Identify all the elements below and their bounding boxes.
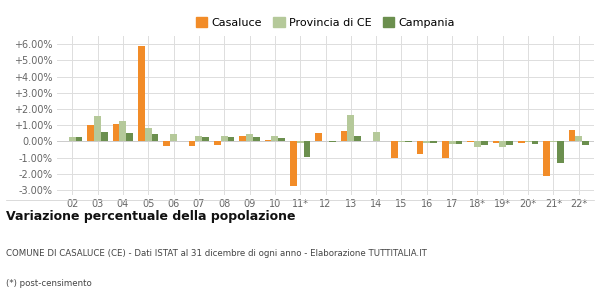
Bar bbox=[416, 142, 424, 154]
Bar bbox=[449, 142, 455, 144]
Bar bbox=[424, 142, 430, 143]
Bar bbox=[354, 136, 361, 142]
Bar bbox=[119, 121, 126, 142]
Legend: Casaluce, Provincia di CE, Campania: Casaluce, Provincia di CE, Campania bbox=[192, 13, 459, 33]
Bar bbox=[481, 142, 488, 145]
Bar bbox=[239, 136, 246, 142]
Bar bbox=[87, 125, 94, 142]
Bar bbox=[202, 136, 209, 142]
Bar bbox=[94, 116, 101, 142]
Bar bbox=[152, 134, 158, 142]
Bar bbox=[532, 142, 538, 144]
Bar bbox=[499, 142, 506, 147]
Bar bbox=[246, 134, 253, 142]
Bar bbox=[569, 130, 575, 142]
Bar bbox=[76, 137, 82, 142]
Bar bbox=[543, 142, 550, 176]
Bar bbox=[253, 137, 260, 142]
Bar bbox=[196, 136, 202, 142]
Bar bbox=[557, 142, 564, 163]
Bar bbox=[493, 142, 499, 143]
Bar bbox=[163, 142, 170, 146]
Bar bbox=[297, 142, 304, 143]
Bar bbox=[304, 142, 310, 157]
Bar bbox=[474, 142, 481, 147]
Bar bbox=[430, 142, 437, 143]
Bar bbox=[582, 142, 589, 145]
Bar bbox=[455, 142, 463, 144]
Bar bbox=[265, 140, 271, 142]
Bar bbox=[188, 142, 196, 146]
Bar bbox=[126, 133, 133, 142]
Bar bbox=[290, 142, 297, 186]
Bar bbox=[214, 142, 221, 145]
Bar bbox=[113, 124, 119, 142]
Bar bbox=[575, 136, 582, 142]
Bar bbox=[271, 136, 278, 142]
Bar bbox=[138, 46, 145, 142]
Bar bbox=[506, 142, 513, 145]
Bar bbox=[341, 131, 347, 142]
Bar bbox=[227, 136, 235, 142]
Bar bbox=[69, 136, 76, 142]
Bar bbox=[315, 133, 322, 142]
Text: Variazione percentuale della popolazione: Variazione percentuale della popolazione bbox=[6, 210, 296, 223]
Bar bbox=[221, 136, 227, 142]
Text: COMUNE DI CASALUCE (CE) - Dati ISTAT al 31 dicembre di ogni anno - Elaborazione : COMUNE DI CASALUCE (CE) - Dati ISTAT al … bbox=[6, 249, 427, 258]
Bar bbox=[391, 142, 398, 158]
Bar bbox=[101, 132, 108, 142]
Text: (*) post-censimento: (*) post-censimento bbox=[6, 279, 92, 288]
Bar bbox=[373, 132, 380, 142]
Bar bbox=[347, 115, 354, 142]
Bar bbox=[442, 142, 449, 158]
Bar bbox=[145, 128, 152, 142]
Bar bbox=[170, 134, 177, 142]
Bar bbox=[518, 142, 525, 143]
Bar bbox=[278, 138, 285, 142]
